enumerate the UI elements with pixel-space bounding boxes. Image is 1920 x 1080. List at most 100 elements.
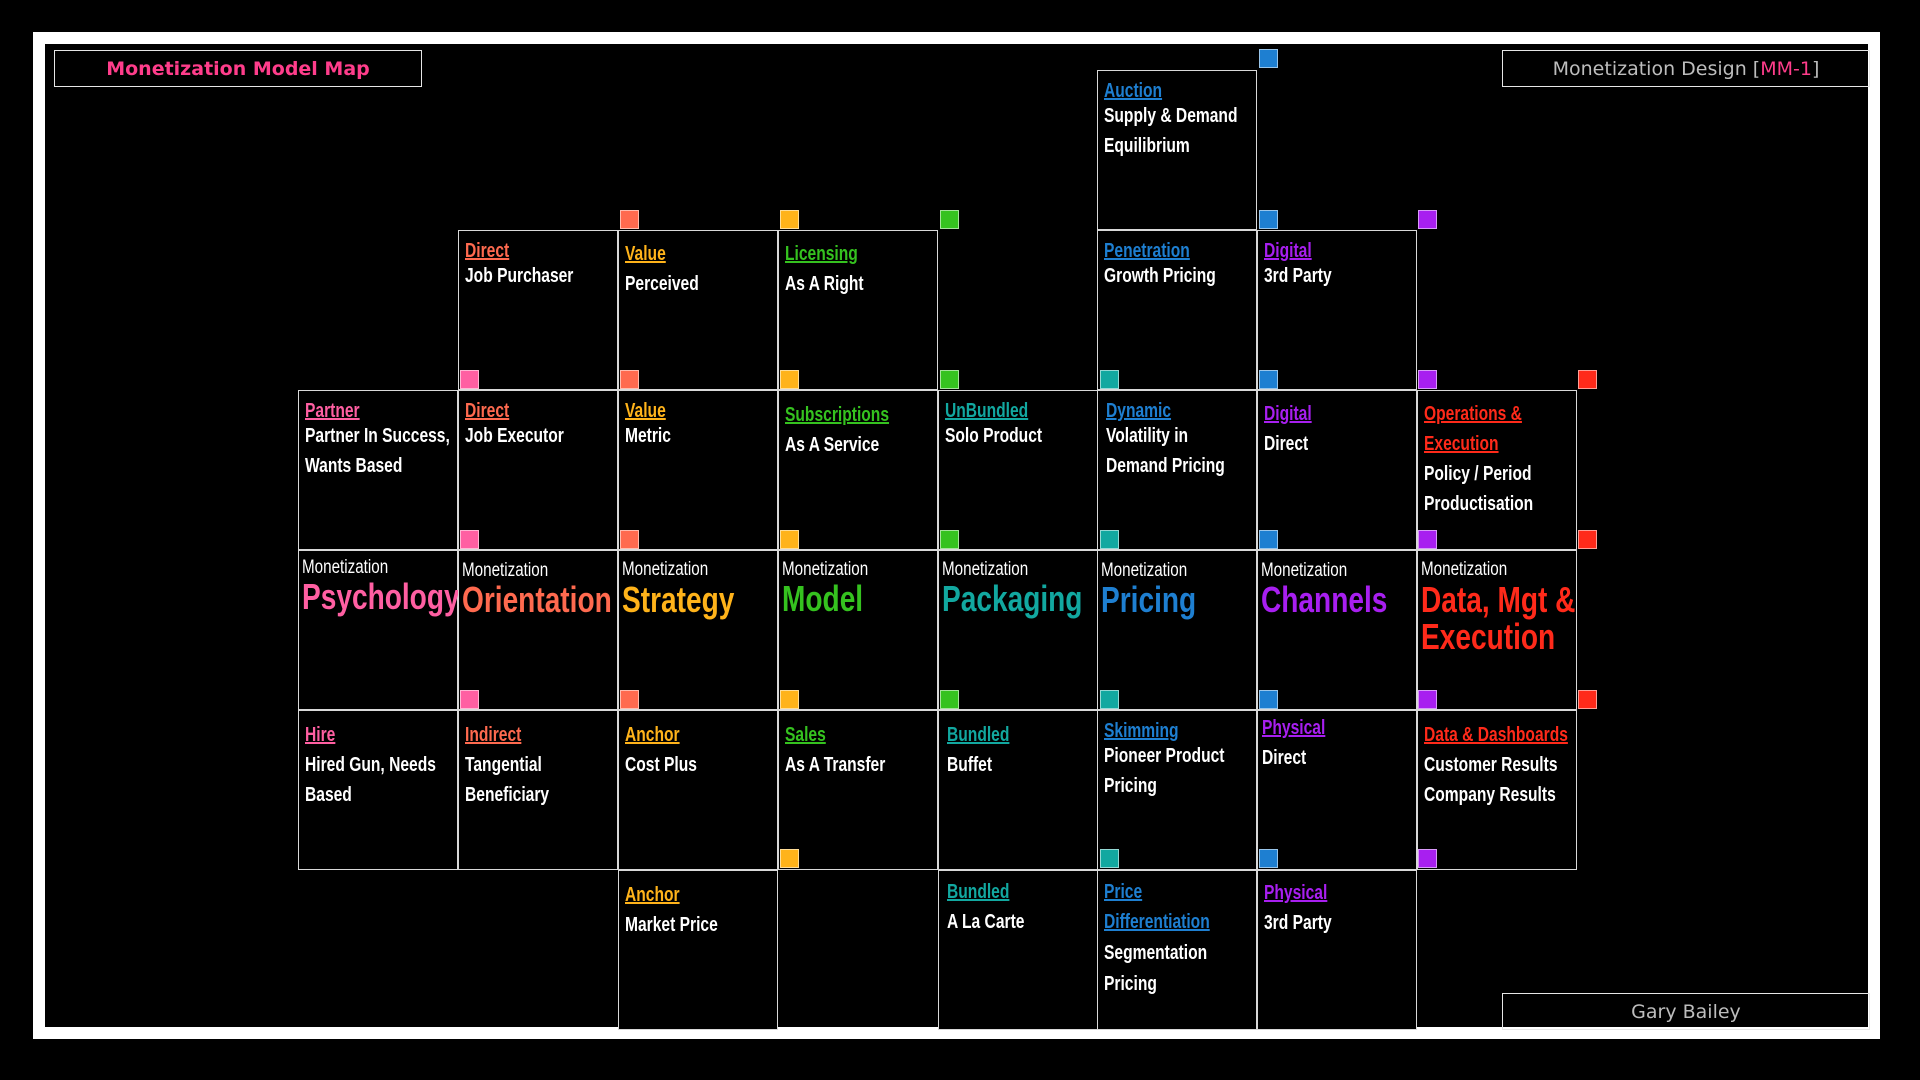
category-prefix: Monetization	[782, 559, 869, 580]
pricing-marker	[1259, 530, 1278, 549]
cell-desc: Growth Pricing	[1104, 265, 1216, 287]
strategy-marker	[780, 690, 799, 709]
cell-tag: Digital	[1264, 240, 1312, 262]
cell-tag: Physical	[1262, 717, 1326, 739]
channels-marker	[1418, 210, 1437, 229]
packaging-marker	[1100, 690, 1119, 709]
cell-desc: Volatility in	[1106, 425, 1189, 447]
cell-desc: Pricing	[1104, 775, 1157, 797]
cell-skimming: Skimming Pioneer Product Pricing	[1097, 710, 1257, 870]
cell-tag: Operations &	[1424, 403, 1522, 425]
cell-tag: Direct	[465, 400, 510, 422]
cell-desc: 3rd Party	[1264, 912, 1332, 934]
cell-desc: Wants Based	[305, 455, 403, 477]
cell-anchor-cost-plus: Anchor Cost Plus	[618, 710, 778, 870]
cell-tag: UnBundled	[945, 400, 1029, 422]
cell-auction: Auction Supply & Demand Equilibrium	[1097, 70, 1257, 230]
category-title: Pricing	[1101, 579, 1197, 620]
cell-bundled-buffet: Bundled Buffet	[938, 710, 1098, 870]
channels-marker	[1418, 370, 1437, 389]
channels-marker	[1418, 849, 1437, 868]
psychology-marker	[460, 370, 479, 389]
cell-tag: Skimming	[1104, 720, 1179, 742]
page-title: Monetization Model Map	[54, 50, 422, 87]
data-marker	[1578, 530, 1597, 549]
channels-marker	[1418, 530, 1437, 549]
cell-tag: Dynamic	[1106, 400, 1172, 422]
cell-direct-executor: Direct Job Executor	[458, 390, 618, 550]
cell-desc: Perceived	[625, 273, 699, 295]
category-prefix: Monetization	[302, 557, 389, 578]
cell-tag: Data & Dashboards	[1424, 724, 1568, 746]
cell-tag: Execution	[1424, 433, 1499, 455]
cell-tag: Anchor	[625, 724, 680, 746]
cell-penetration: Penetration Growth Pricing	[1097, 230, 1257, 390]
category-model: Monetization Model	[778, 550, 938, 710]
cell-tag: Indirect	[465, 724, 522, 746]
cell-desc: Market Price	[625, 914, 718, 936]
series-code: MM-1	[1760, 57, 1812, 80]
cell-desc: Productisation	[1424, 493, 1534, 515]
orientation-marker	[620, 690, 639, 709]
cell-tag: Hire	[305, 724, 336, 746]
cell-desc: Tangential	[465, 754, 542, 776]
cell-tag: Subscriptions	[785, 404, 890, 426]
cell-desc: Demand Pricing	[1106, 455, 1225, 477]
strategy-marker	[780, 530, 799, 549]
category-title: Strategy	[622, 579, 735, 620]
cell-desc: 3rd Party	[1264, 265, 1332, 287]
cell-desc: Equilibrium	[1104, 135, 1190, 157]
category-pricing: Monetization Pricing	[1097, 550, 1257, 710]
cell-indirect: Indirect Tangential Beneficiary	[458, 710, 618, 870]
model-marker	[940, 690, 959, 709]
cell-tag: Auction	[1104, 80, 1163, 102]
psychology-marker	[460, 690, 479, 709]
cell-operations-execution: Operations & Execution Policy / Period P…	[1417, 390, 1577, 550]
channels-marker	[1418, 690, 1437, 709]
cell-tag: Value	[625, 243, 666, 265]
model-marker	[940, 370, 959, 389]
data-marker	[1578, 370, 1597, 389]
packaging-marker	[1100, 530, 1119, 549]
cell-desc: Cost Plus	[625, 754, 697, 776]
cell-desc: Buffet	[947, 754, 993, 776]
cell-tag: Licensing	[785, 243, 858, 265]
data-marker	[1578, 690, 1597, 709]
cell-desc: Solo Product	[945, 425, 1043, 447]
strategy-marker	[780, 370, 799, 389]
cell-tag: Value	[625, 400, 666, 422]
cell-tag: Physical	[1264, 882, 1328, 904]
cell-bundled-a-la-carte: Bundled A La Carte	[938, 870, 1098, 1030]
orientation-marker	[620, 530, 639, 549]
cell-tag: Partner	[305, 400, 360, 422]
orientation-marker	[620, 210, 639, 229]
category-prefix: Monetization	[1421, 559, 1508, 580]
orientation-marker	[620, 370, 639, 389]
cell-tag: Penetration	[1104, 240, 1190, 262]
cell-data-dashboards: Data & Dashboards Customer Results Compa…	[1417, 710, 1577, 870]
category-data-mgt-execution: Monetization Data, Mgt & Execution	[1417, 550, 1577, 710]
cell-desc: Based	[305, 784, 352, 806]
category-prefix: Monetization	[1261, 560, 1348, 581]
cell-desc: Partner In Success,	[305, 425, 450, 447]
cell-desc: Direct	[1264, 433, 1309, 455]
pricing-marker	[1259, 690, 1278, 709]
cell-physical-direct: Physical Direct	[1257, 710, 1417, 870]
cell-desc: Supply & Demand	[1104, 105, 1238, 127]
pricing-marker	[1259, 370, 1278, 389]
cell-partner: Partner Partner In Success, Wants Based	[298, 390, 458, 550]
cell-desc: Pioneer Product	[1104, 745, 1225, 767]
cell-digital-direct: Digital Direct	[1257, 390, 1417, 550]
cell-digital-3rd-party: Digital 3rd Party	[1257, 230, 1417, 390]
category-title: Execution	[1421, 616, 1556, 657]
cell-direct-purchaser: Direct Job Purchaser	[458, 230, 618, 390]
cell-desc: As A Transfer	[785, 754, 886, 776]
cell-desc: Direct	[1262, 747, 1307, 769]
category-strategy: Monetization Strategy	[618, 550, 778, 710]
cell-dynamic: Dynamic Volatility in Demand Pricing	[1097, 390, 1257, 550]
cell-subscriptions: Subscriptions As A Service	[778, 390, 938, 550]
cell-physical-3rd-party: Physical 3rd Party	[1257, 870, 1417, 1030]
cell-desc: As A Service	[785, 434, 880, 456]
cell-tag: Differentiation	[1104, 911, 1210, 933]
cell-desc: Company Results	[1424, 784, 1556, 806]
